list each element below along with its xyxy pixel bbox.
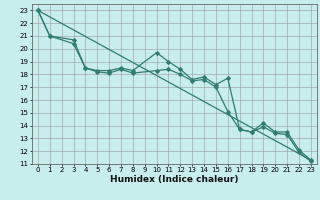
X-axis label: Humidex (Indice chaleur): Humidex (Indice chaleur) [110, 175, 239, 184]
